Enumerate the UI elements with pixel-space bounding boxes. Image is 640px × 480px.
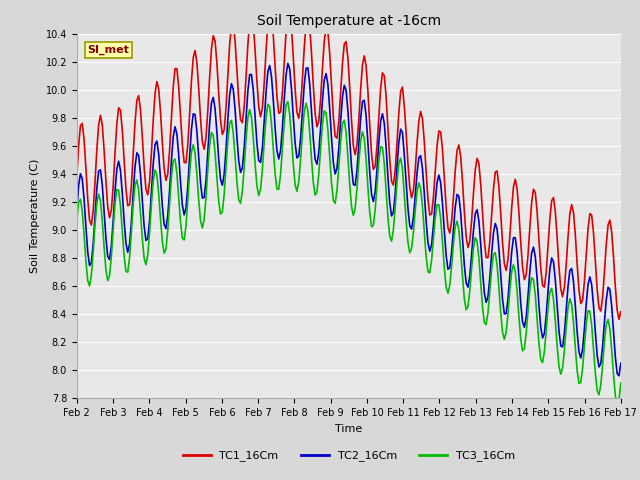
TC1_16Cm [266, 6, 273, 12]
TC2_16Cm [615, 373, 623, 379]
TC2_16Cm [284, 60, 292, 66]
TC1_16Cm [615, 316, 623, 322]
TC1_16Cm [397, 89, 404, 95]
TC1_16Cm [73, 174, 81, 180]
TC3_16Cm [75, 200, 83, 205]
Line: TC2_16Cm: TC2_16Cm [77, 63, 621, 376]
TC1_16Cm [408, 195, 415, 201]
TC2_16Cm [533, 276, 541, 281]
Y-axis label: Soil Temperature (C): Soil Temperature (C) [30, 159, 40, 273]
TC2_16Cm [73, 207, 81, 213]
TC3_16Cm [399, 166, 406, 172]
TC2_16Cm [568, 265, 575, 271]
TC2_16Cm [397, 126, 404, 132]
TC1_16Cm [568, 202, 575, 207]
TC3_16Cm [284, 99, 292, 105]
TC3_16Cm [533, 316, 541, 322]
TC3_16Cm [568, 301, 575, 307]
TC3_16Cm [408, 246, 415, 252]
Line: TC3_16Cm: TC3_16Cm [77, 102, 621, 405]
X-axis label: Time: Time [335, 424, 362, 433]
TC3_16Cm [397, 156, 404, 161]
Line: TC1_16Cm: TC1_16Cm [77, 9, 621, 319]
TC1_16Cm [75, 143, 83, 149]
Legend: TC1_16Cm, TC2_16Cm, TC3_16Cm: TC1_16Cm, TC2_16Cm, TC3_16Cm [179, 446, 519, 466]
TC1_16Cm [533, 209, 541, 215]
TC2_16Cm [617, 360, 625, 366]
TC1_16Cm [617, 309, 625, 314]
TC3_16Cm [613, 402, 621, 408]
TC3_16Cm [73, 217, 81, 223]
Text: SI_met: SI_met [88, 45, 129, 55]
TC2_16Cm [408, 226, 415, 232]
TC2_16Cm [399, 130, 406, 135]
TC3_16Cm [617, 380, 625, 386]
Title: Soil Temperature at -16cm: Soil Temperature at -16cm [257, 14, 441, 28]
TC1_16Cm [399, 84, 406, 90]
TC2_16Cm [75, 183, 83, 189]
